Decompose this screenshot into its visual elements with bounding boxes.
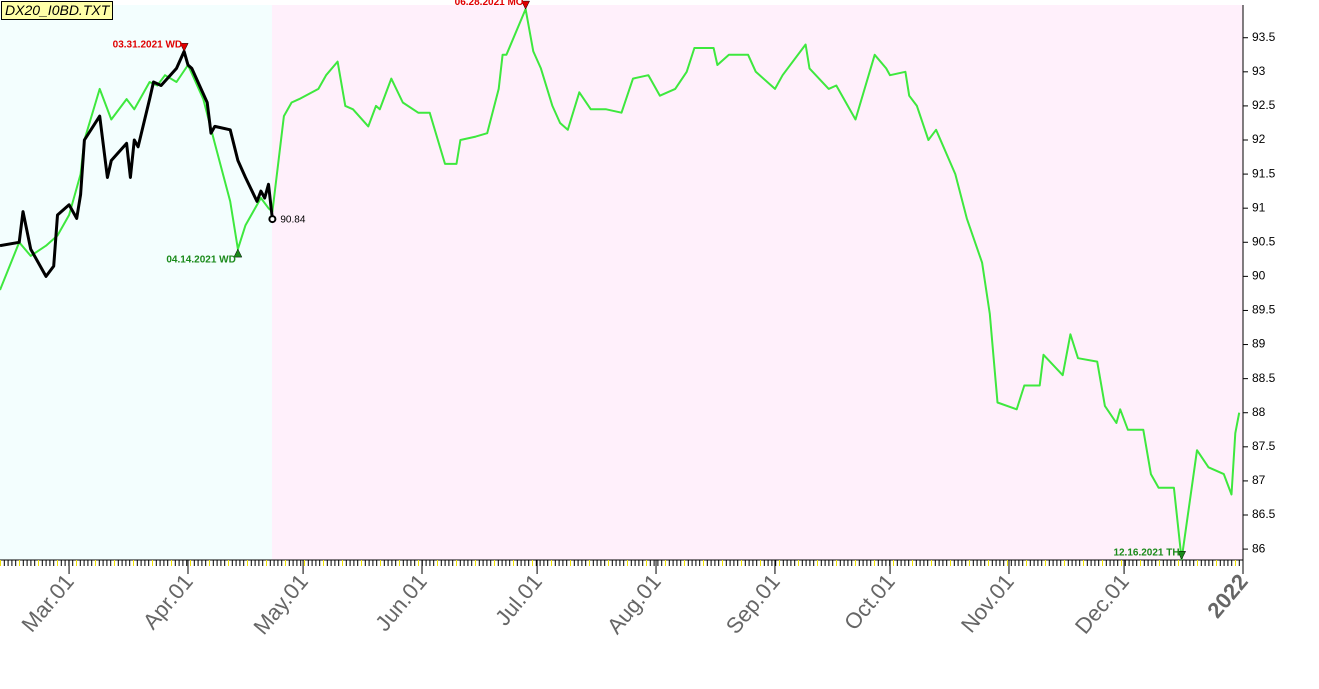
y-tick-label: 86.5 <box>1252 507 1276 521</box>
x-tick-label: Dec.01 <box>1070 569 1134 638</box>
x-tick-label: Jun.01 <box>370 569 432 636</box>
annotation: 04.14.2021 WD <box>166 254 236 265</box>
y-tick-label: 87 <box>1252 473 1266 487</box>
y-tick-label: 88 <box>1252 405 1266 419</box>
y-tick-label: 89.5 <box>1252 303 1276 317</box>
annotation: 06.28.2021 MO <box>455 0 524 8</box>
x-tick-label: May.01 <box>248 569 312 639</box>
y-tick-label: 88.5 <box>1252 371 1276 385</box>
x-tick-label: Nov.01 <box>956 569 1019 637</box>
history-zone <box>0 5 272 560</box>
annotation: 03.31.2021 WD <box>113 39 183 50</box>
annotation-marker <box>179 43 189 52</box>
x-tick-label: Apr.01 <box>138 569 198 634</box>
end-value-label: 90.84 <box>280 215 305 226</box>
x-tick-label: Aug.01 <box>602 569 666 638</box>
end-point <box>268 215 277 224</box>
y-tick-label: 91 <box>1252 200 1266 214</box>
annotation-marker <box>1177 551 1187 560</box>
y-tick-label: 92 <box>1252 132 1266 146</box>
x-tick-label: Sep.01 <box>721 569 785 638</box>
x-tick-label: Mar.01 <box>16 569 78 637</box>
y-tick-label: 90.5 <box>1252 234 1276 248</box>
y-tick-label: 87.5 <box>1252 439 1276 453</box>
y-tick-label: 90 <box>1252 269 1266 283</box>
y-tick-label: 91.5 <box>1252 166 1276 180</box>
x-tick-label: 2022 <box>1202 569 1253 623</box>
forecast-zone <box>272 5 1243 560</box>
annotation-marker <box>233 248 243 258</box>
y-tick-label: 89 <box>1252 337 1266 351</box>
annotation: 12.16.2021 TH <box>1113 547 1179 558</box>
series-line <box>0 8 1241 561</box>
x-tick-label: Jul.01 <box>490 569 547 630</box>
y-tick-label: 93 <box>1252 64 1266 78</box>
y-tick-label: 86 <box>1252 541 1266 555</box>
y-tick-label: 92.5 <box>1252 98 1276 112</box>
series-line <box>0 49 274 278</box>
chart-title: DX20_I0BD.TXT <box>1 1 114 20</box>
x-tick-label: Oct.01 <box>839 569 900 635</box>
y-tick-label: 93.5 <box>1252 30 1276 44</box>
annotation-marker <box>521 0 530 10</box>
